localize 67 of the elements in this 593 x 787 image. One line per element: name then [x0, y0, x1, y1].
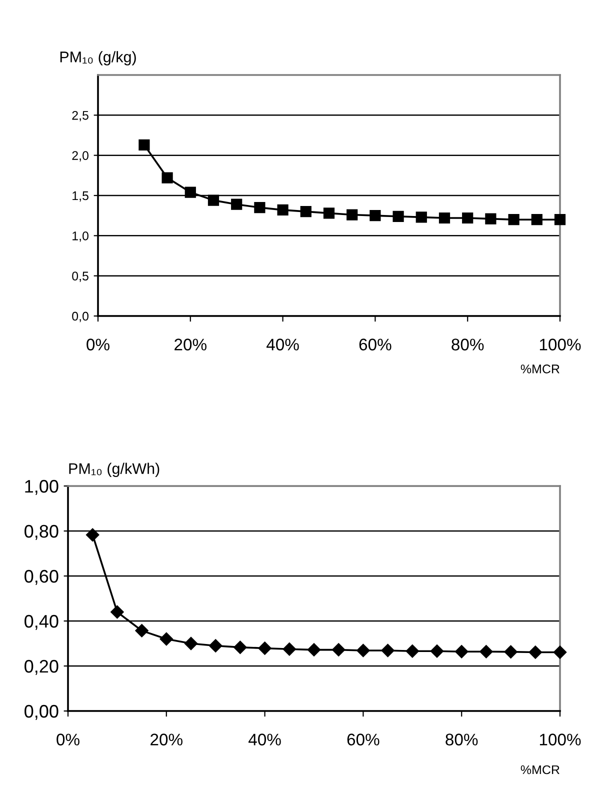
point: [430, 644, 444, 658]
y-tick-label: 0,0: [72, 312, 88, 322]
y-axis-title: PM₁₀ (g/kWh): [69, 462, 160, 477]
point: [381, 644, 394, 658]
x-tick-label: 20%: [150, 734, 182, 746]
x-tick-label: 20%: [174, 338, 206, 350]
y-tick-label: 0,40: [24, 614, 58, 630]
point: [135, 624, 148, 638]
point: [138, 139, 150, 150]
x-tick-label: 100%: [540, 734, 581, 746]
point: [370, 210, 381, 222]
x-tick-label: 0%: [56, 734, 80, 746]
point: [282, 642, 296, 656]
point: [258, 642, 272, 655]
y-tick-label: 0,20: [24, 660, 58, 675]
point: [528, 646, 542, 659]
point: [254, 202, 266, 214]
y-tick-label: 2,0: [72, 151, 88, 162]
point: [184, 636, 198, 650]
point: [356, 644, 370, 658]
x-tick-label: 40%: [248, 734, 281, 746]
y-tick-label: 1,5: [72, 191, 88, 202]
point: [346, 209, 358, 220]
point: [209, 639, 222, 652]
point: [504, 645, 518, 658]
point: [531, 214, 542, 226]
point: [406, 644, 419, 658]
point: [208, 194, 220, 206]
x-tick-label: 100%: [540, 338, 581, 350]
point: [553, 646, 567, 659]
point: [86, 528, 100, 542]
point: [462, 212, 474, 224]
y-tick-label: 0,00: [24, 704, 58, 720]
point: [554, 214, 566, 226]
x-tick-label: 40%: [266, 338, 299, 350]
point: [323, 208, 335, 219]
x-axis-title: %MCR: [520, 364, 560, 374]
y-tick-label: 2,5: [72, 110, 88, 122]
point: [184, 186, 196, 198]
point: [162, 172, 173, 184]
point: [110, 605, 124, 619]
y-tick-label: 0,60: [24, 570, 58, 585]
y-tick-label: 1,00: [25, 480, 58, 495]
point: [480, 645, 493, 658]
point: [277, 204, 288, 216]
point: [485, 213, 496, 224]
x-tick-label: 80%: [452, 338, 484, 350]
point: [438, 212, 450, 224]
x-axis-title: %MCR: [520, 765, 560, 774]
point: [416, 212, 427, 223]
point: [508, 214, 520, 226]
x-tick-label: 60%: [359, 338, 392, 350]
point: [300, 206, 312, 218]
y-tick-label: 1,0: [72, 231, 88, 242]
point: [332, 643, 346, 656]
point: [231, 198, 242, 210]
point: [160, 632, 173, 646]
point: [307, 643, 321, 656]
point: [234, 640, 247, 654]
point: [392, 210, 404, 222]
y-tick-label: 0,5: [72, 272, 88, 282]
point: [455, 645, 468, 658]
x-tick-label: 60%: [347, 734, 380, 746]
x-tick-label: 80%: [446, 734, 478, 746]
x-tick-label: 0%: [86, 338, 110, 350]
y-tick-label: 0,80: [24, 524, 58, 540]
y-axis-title: PM₁₀ (g/kg): [60, 51, 136, 66]
